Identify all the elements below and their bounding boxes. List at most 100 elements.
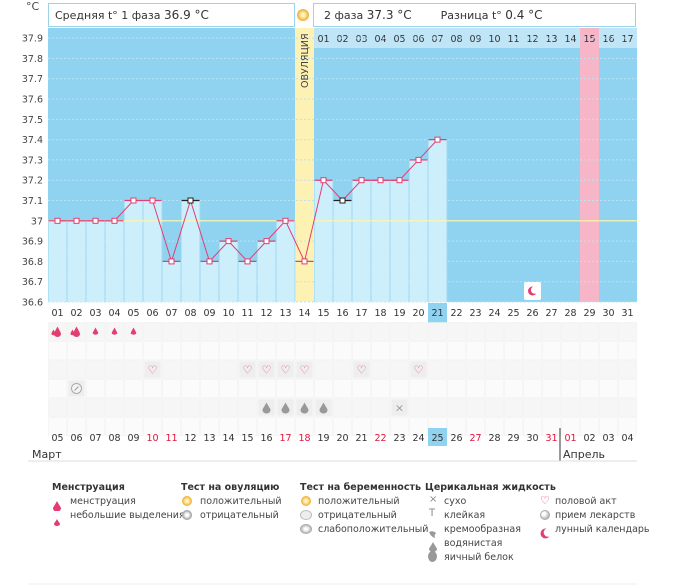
symbol-cell — [599, 322, 618, 341]
symbol-cell — [523, 322, 542, 341]
symbol-cell — [390, 341, 409, 360]
symbol-cell — [86, 379, 105, 398]
cycle-day-label: 27 — [545, 308, 557, 319]
temperature-bar — [219, 241, 238, 302]
moon-icon — [540, 524, 553, 539]
symbol-cell-active — [391, 399, 408, 416]
symbol-cell — [390, 379, 409, 398]
temperature-point — [377, 177, 384, 184]
symbol-cell — [428, 398, 447, 417]
cycle-day-label: 12 — [260, 308, 272, 319]
symbol-cell — [143, 417, 162, 436]
cycle-day-label: 06 — [146, 308, 158, 319]
symbol-cell — [504, 322, 523, 341]
heart-icon: ♡ — [243, 364, 253, 377]
pregnancy-negative-icon — [300, 510, 312, 520]
symbol-cell — [504, 379, 523, 398]
phase2-day-cell — [314, 28, 333, 48]
cycle-day-label: 18 — [374, 308, 386, 319]
symbol-cell — [48, 379, 67, 398]
y-tick-label: 36.9 — [22, 237, 43, 248]
symbol-cell — [352, 398, 371, 417]
symbol-cell — [238, 322, 257, 341]
y-tick-label: 36.7 — [22, 277, 43, 288]
symbol-cell — [162, 398, 181, 417]
legend-moon: лунный календарь — [555, 524, 650, 535]
cycle-day-label: 29 — [583, 308, 595, 319]
temperature-point — [301, 258, 308, 265]
symbol-cell — [314, 379, 333, 398]
y-tick-label: 37.1 — [22, 196, 43, 207]
menstruation-drop-icon — [92, 327, 99, 335]
legend-ovulation-negative: отрицательный — [200, 510, 279, 521]
symbol-cell — [371, 398, 390, 417]
temperature-point — [149, 197, 156, 204]
cycle-day-label: 15 — [317, 308, 329, 319]
moon-marker — [528, 286, 539, 296]
y-tick-label: 36.6 — [22, 298, 43, 309]
y-tick-label: 37.6 — [22, 95, 43, 106]
symbol-cell — [599, 398, 618, 417]
symbol-cell — [67, 417, 86, 436]
symbol-cell — [580, 341, 599, 360]
legend-pregnancy-weak: слабоположительный — [318, 524, 429, 535]
symbol-cell — [295, 379, 314, 398]
symbol-cell — [219, 360, 238, 379]
creamy-icon — [428, 524, 437, 538]
symbol-cell-active — [239, 361, 256, 378]
menstruation-drop-icon — [130, 327, 137, 335]
cycle-day-label: 30 — [602, 308, 614, 319]
symbol-cell — [409, 417, 428, 436]
date-label: 30 — [526, 433, 538, 444]
menstruation-drop-icon — [54, 326, 61, 337]
date-label: 02 — [583, 433, 595, 444]
temperature-bar — [48, 220, 67, 302]
phase2-day-label: 13 — [545, 34, 557, 45]
symbol-cell — [447, 322, 466, 341]
symbol-cell — [485, 322, 504, 341]
date-label: 09 — [127, 433, 139, 444]
symbol-cell — [276, 322, 295, 341]
symbol-cell — [618, 398, 637, 417]
menstruation-drop-icon — [111, 327, 118, 335]
symbol-cell — [504, 360, 523, 379]
cycle-day-label: 28 — [564, 308, 576, 319]
heart-icon: ♡ — [414, 364, 424, 377]
date-label: 04 — [621, 433, 633, 444]
symbol-cell — [504, 417, 523, 436]
symbol-cell — [618, 341, 637, 360]
symbol-cell — [409, 379, 428, 398]
symbol-cell — [390, 360, 409, 379]
y-tick-label: 37 — [31, 216, 43, 227]
date-label: 01 — [564, 433, 576, 444]
temperature-point — [168, 258, 175, 265]
temperature-bar — [314, 180, 333, 302]
temperature-bar — [276, 220, 295, 302]
symbol-cell — [618, 417, 637, 436]
ovulation-negative-icon — [182, 510, 192, 520]
pregnancy-negative-mark — [74, 386, 79, 391]
temperature-point — [225, 238, 232, 245]
y-tick-label: 37.5 — [22, 115, 43, 126]
cycle-day-label: 07 — [165, 308, 177, 319]
symbol-cell — [48, 341, 67, 360]
symbol-cell — [485, 379, 504, 398]
symbol-cell — [181, 417, 200, 436]
symbol-cell — [447, 379, 466, 398]
symbol-cell — [466, 417, 485, 436]
temperature-point — [282, 217, 289, 224]
date-label: 28 — [488, 433, 500, 444]
phase2-day-label: 12 — [526, 34, 538, 45]
symbol-cell — [485, 398, 504, 417]
symbol-cell — [124, 417, 143, 436]
symbol-cell — [238, 379, 257, 398]
phase2-day-label: 08 — [450, 34, 462, 45]
symbol-cell — [428, 360, 447, 379]
symbol-cell — [48, 417, 67, 436]
phase2-day-cell — [485, 28, 504, 48]
symbol-cell — [143, 341, 162, 360]
y-tick-label: 37.9 — [22, 34, 43, 45]
symbol-cell — [162, 322, 181, 341]
cycle-day-label: 25 — [507, 308, 519, 319]
